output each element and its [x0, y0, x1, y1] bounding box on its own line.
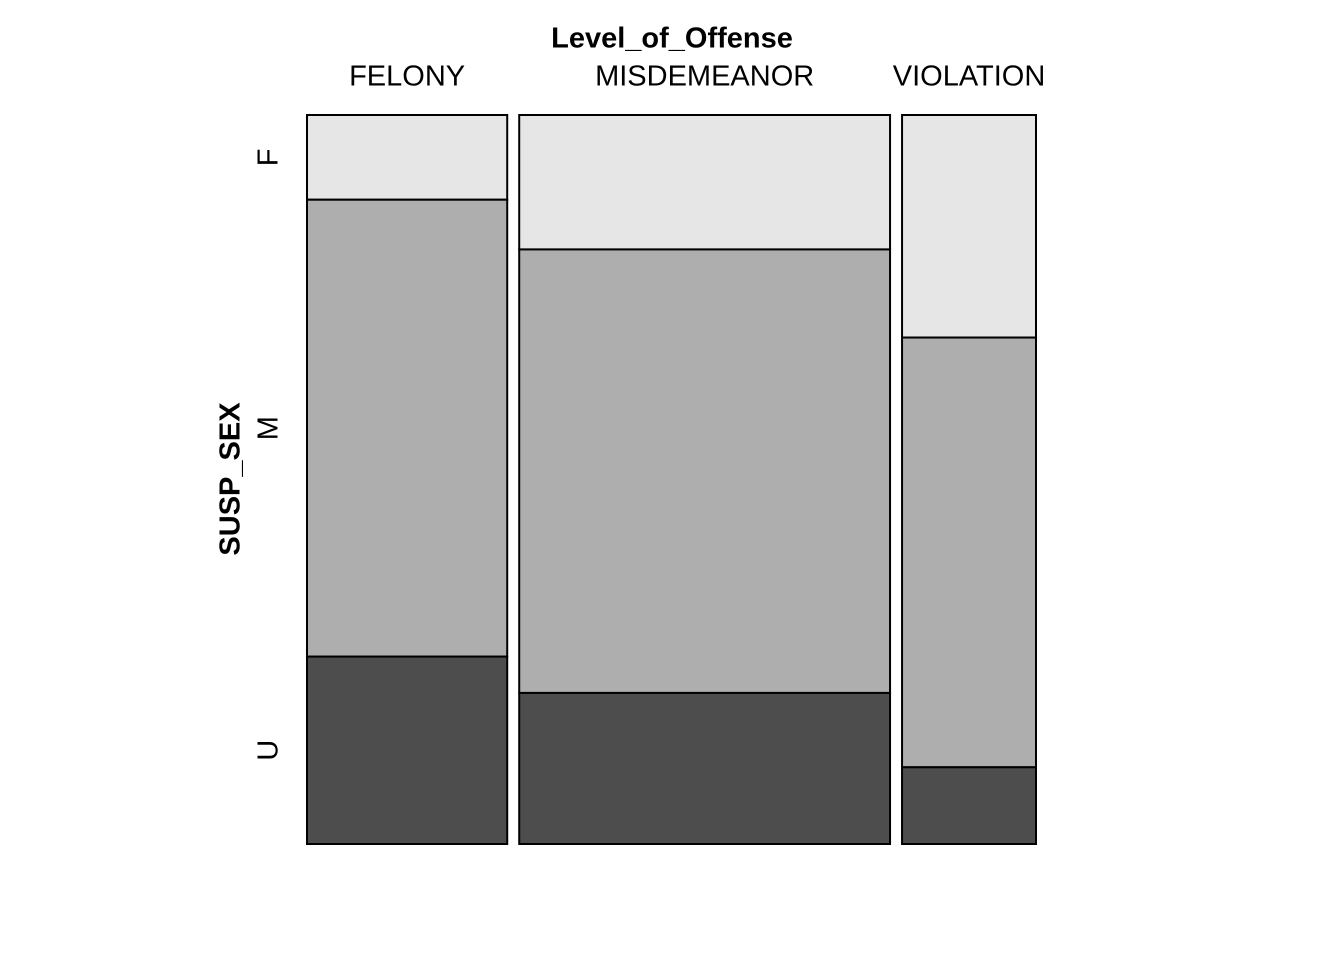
x-category-label: FELONY	[349, 61, 465, 93]
y-category-label: U	[253, 740, 285, 761]
x-category-label: VIOLATION	[893, 61, 1046, 93]
y-axis-title: SUSP_SEX	[215, 402, 247, 556]
mosaic-cell	[306, 655, 509, 846]
mosaic-cell	[518, 114, 892, 251]
mosaic-cell	[901, 766, 1037, 846]
mosaic-cell	[901, 114, 1037, 339]
mosaic-cell	[306, 114, 509, 201]
y-category-label: M	[253, 416, 285, 440]
x-category-label: MISDEMEANOR	[595, 61, 814, 93]
y-category-label: F	[253, 148, 285, 166]
mosaic-cell	[901, 336, 1037, 769]
mosaic-cell	[518, 248, 892, 694]
mosaic-cell	[518, 691, 892, 846]
mosaic-cell	[306, 198, 509, 658]
chart-title: Level_of_Offense	[551, 23, 793, 55]
